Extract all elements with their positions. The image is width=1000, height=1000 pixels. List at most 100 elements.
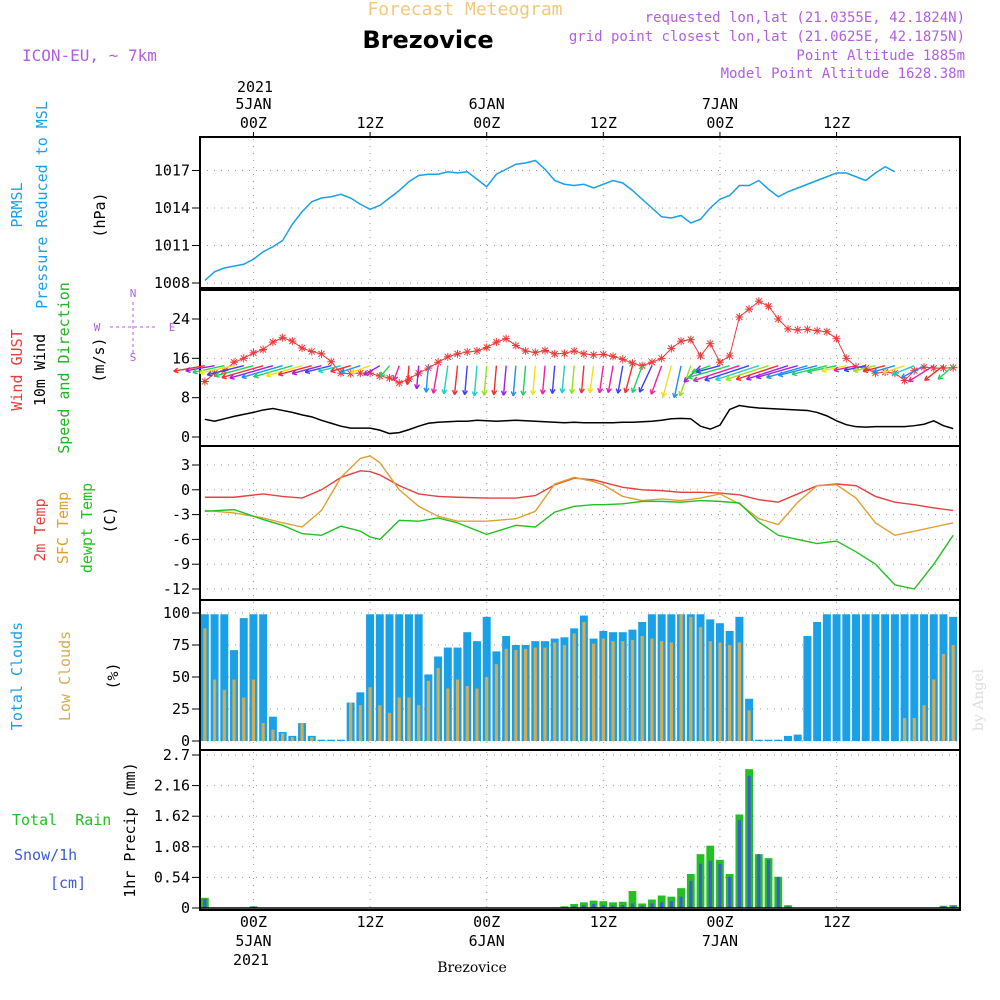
gust-marker: [434, 358, 443, 367]
wind-direction-arrow: [736, 365, 779, 381]
wind-direction-arrow: [715, 365, 760, 381]
low-cloud-bar: [572, 633, 576, 741]
gust-marker: [453, 349, 462, 358]
low-cloud-bar: [737, 642, 741, 741]
wind-direction-arrow: [766, 365, 808, 379]
gust-marker: [754, 297, 763, 306]
low-cloud-bar: [592, 643, 596, 741]
wind-arrow-head: [462, 389, 469, 396]
top-hour-label: 00Z: [473, 114, 500, 132]
gridpoint-coords: grid point closest lon,lat (21.0625E, 42…: [569, 29, 965, 45]
wind-direction-arrow: [725, 365, 769, 381]
wind-arrow-head: [900, 373, 907, 379]
gust-marker: [278, 333, 287, 342]
low-cloud-bar: [281, 733, 285, 741]
y-tick-label: 1017: [154, 162, 190, 180]
low-cloud-bar: [669, 642, 673, 741]
low-cloud-bar: [543, 647, 547, 741]
low-cloud-bar: [417, 705, 421, 741]
wind-direction-arrow: [691, 365, 711, 374]
gust-marker: [706, 339, 715, 348]
gust-marker: [492, 338, 501, 347]
y-tick-label: 25: [172, 700, 190, 718]
wind-direction-arrow: [522, 365, 527, 396]
wind-arrow-head: [891, 370, 898, 376]
snow-bar: [776, 876, 780, 908]
rain-bar: [599, 901, 608, 908]
total-cloud-bar: [871, 614, 880, 741]
y-tick-label: -12: [163, 580, 190, 598]
wind-direction-arrow: [214, 365, 254, 377]
rain-bar: [580, 902, 588, 908]
temp-2m-line: [204, 470, 954, 512]
wind-arrow-head: [330, 367, 336, 374]
bottom-date-label: 6JAN: [469, 932, 505, 950]
wind-direction-arrow: [704, 365, 750, 381]
gust-marker: [560, 349, 569, 358]
y-tick-label: 24: [172, 310, 190, 328]
low-cloud-bar: [582, 621, 586, 741]
wind-direction-arrow: [901, 365, 925, 379]
low-cloud-bar: [475, 688, 479, 741]
wind-arrow-head: [500, 390, 507, 396]
gust-marker: [725, 351, 734, 360]
total-cloud-bar: [852, 614, 860, 741]
gust-marker: [813, 326, 822, 335]
low-cloud-bar: [310, 737, 314, 741]
y-tick-label: -9: [172, 555, 190, 573]
gust-marker: [249, 348, 258, 357]
low-cloud-bar: [242, 697, 246, 741]
total-cloud-bar: [793, 734, 802, 741]
snow-bar: [951, 905, 955, 908]
wind-arrow-head: [687, 373, 693, 380]
y-tick-label: 0: [181, 732, 190, 750]
wind-arrow-head: [404, 379, 411, 386]
model-altitude: Model Point Altitude 1628.38m: [721, 66, 965, 82]
wind-direction-arrow: [683, 365, 702, 383]
top-hour-label: 00Z: [706, 114, 733, 132]
top-hour-label: 12Z: [823, 114, 850, 132]
low-cloud-bar: [436, 668, 440, 741]
pressure-unit-label: (hPa): [91, 192, 109, 237]
gust-marker: [677, 337, 686, 346]
low-cloud-bar: [251, 679, 256, 741]
y-tick-label: 0: [181, 899, 190, 917]
gust-marker: [230, 358, 239, 367]
low-cloud-bar: [903, 717, 907, 741]
low-cloud-bar: [679, 614, 683, 741]
wind-arrow-head: [491, 389, 498, 396]
wind-arrow-head: [253, 372, 259, 379]
wind-arrow-head: [392, 375, 399, 381]
wind-arrow-head: [173, 367, 179, 374]
snow-bar: [601, 905, 605, 908]
wind-direction-arrow: [631, 365, 643, 393]
wind-arrow-head: [414, 383, 421, 390]
wind-direction-arrow: [833, 365, 857, 372]
low-cloud-bar: [271, 729, 275, 741]
wind-panel: 0 8 16 24: [172, 289, 961, 447]
wind-direction-arrow: [432, 365, 439, 394]
wind-arrow-head: [597, 387, 604, 394]
compass-south: S: [130, 351, 137, 364]
wind-direction-arrow: [571, 365, 575, 394]
panel-frame: [199, 445, 961, 601]
point-altitude: Point Altitude 1885m: [796, 48, 965, 64]
rain-bar: [628, 891, 637, 908]
wind-direction-arrow: [363, 365, 381, 376]
y-tick-label: 100: [163, 604, 190, 622]
temperature-panel: -12 -9 -6 -3 0 3: [163, 445, 961, 601]
gust-marker: [715, 358, 724, 367]
wind-arrow-head: [441, 389, 448, 395]
snow-bar: [650, 903, 654, 908]
low-cloud-bar: [601, 638, 605, 741]
wind-direction-arrow: [393, 365, 400, 381]
wind-arrow-head: [692, 376, 699, 383]
total-cloud-bar: [317, 739, 326, 741]
product-title: Forecast Meteogram: [367, 0, 562, 20]
wind-arrow-head: [853, 367, 859, 374]
gust-marker: [511, 341, 520, 350]
bottom-date-label: 7JAN: [702, 932, 738, 950]
bottom-year-label: 2021: [233, 951, 269, 969]
